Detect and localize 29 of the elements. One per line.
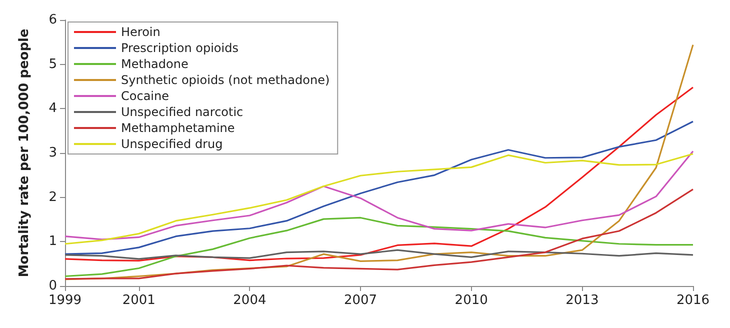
line-series xyxy=(64,216,694,278)
y-tick-label: 0 xyxy=(48,278,57,294)
legend-label: Unspecified narcotic xyxy=(121,105,244,119)
legend-label: Unspecified drug xyxy=(121,137,223,151)
y-tick-label: 5 xyxy=(48,56,57,72)
x-tick-label: 2001 xyxy=(122,293,156,308)
legend-label: Prescription opioids xyxy=(121,41,238,55)
legend-label: Methadone xyxy=(121,57,188,71)
x-tick-label: 2010 xyxy=(454,293,488,308)
legend-label: Heroin xyxy=(121,25,160,39)
x-tick-label: 2013 xyxy=(566,293,599,308)
legend-label: Methamphetamine xyxy=(121,121,235,135)
line-series xyxy=(64,86,694,262)
x-tick-label: 1999 xyxy=(48,293,82,308)
x-tick-label: 2016 xyxy=(676,293,710,308)
y-axis-title: Mortality rate per 100,000 people xyxy=(17,28,32,278)
line-series xyxy=(64,120,694,255)
line-series xyxy=(64,44,694,280)
line-series xyxy=(64,249,694,260)
y-tick-label: 2 xyxy=(48,190,57,205)
legend-label: Synthetic opioids (not methadone) xyxy=(121,73,330,87)
y-tick-label: 4 xyxy=(48,101,57,116)
y-tick-label: 6 xyxy=(48,12,57,28)
x-tick-label: 2007 xyxy=(344,293,378,308)
line-series xyxy=(64,188,694,280)
y-tick-label: 3 xyxy=(48,146,57,160)
legend-label: Cocaine xyxy=(121,89,169,103)
x-tick-label: 2004 xyxy=(233,293,266,308)
y-tick-label: 1 xyxy=(48,234,57,250)
